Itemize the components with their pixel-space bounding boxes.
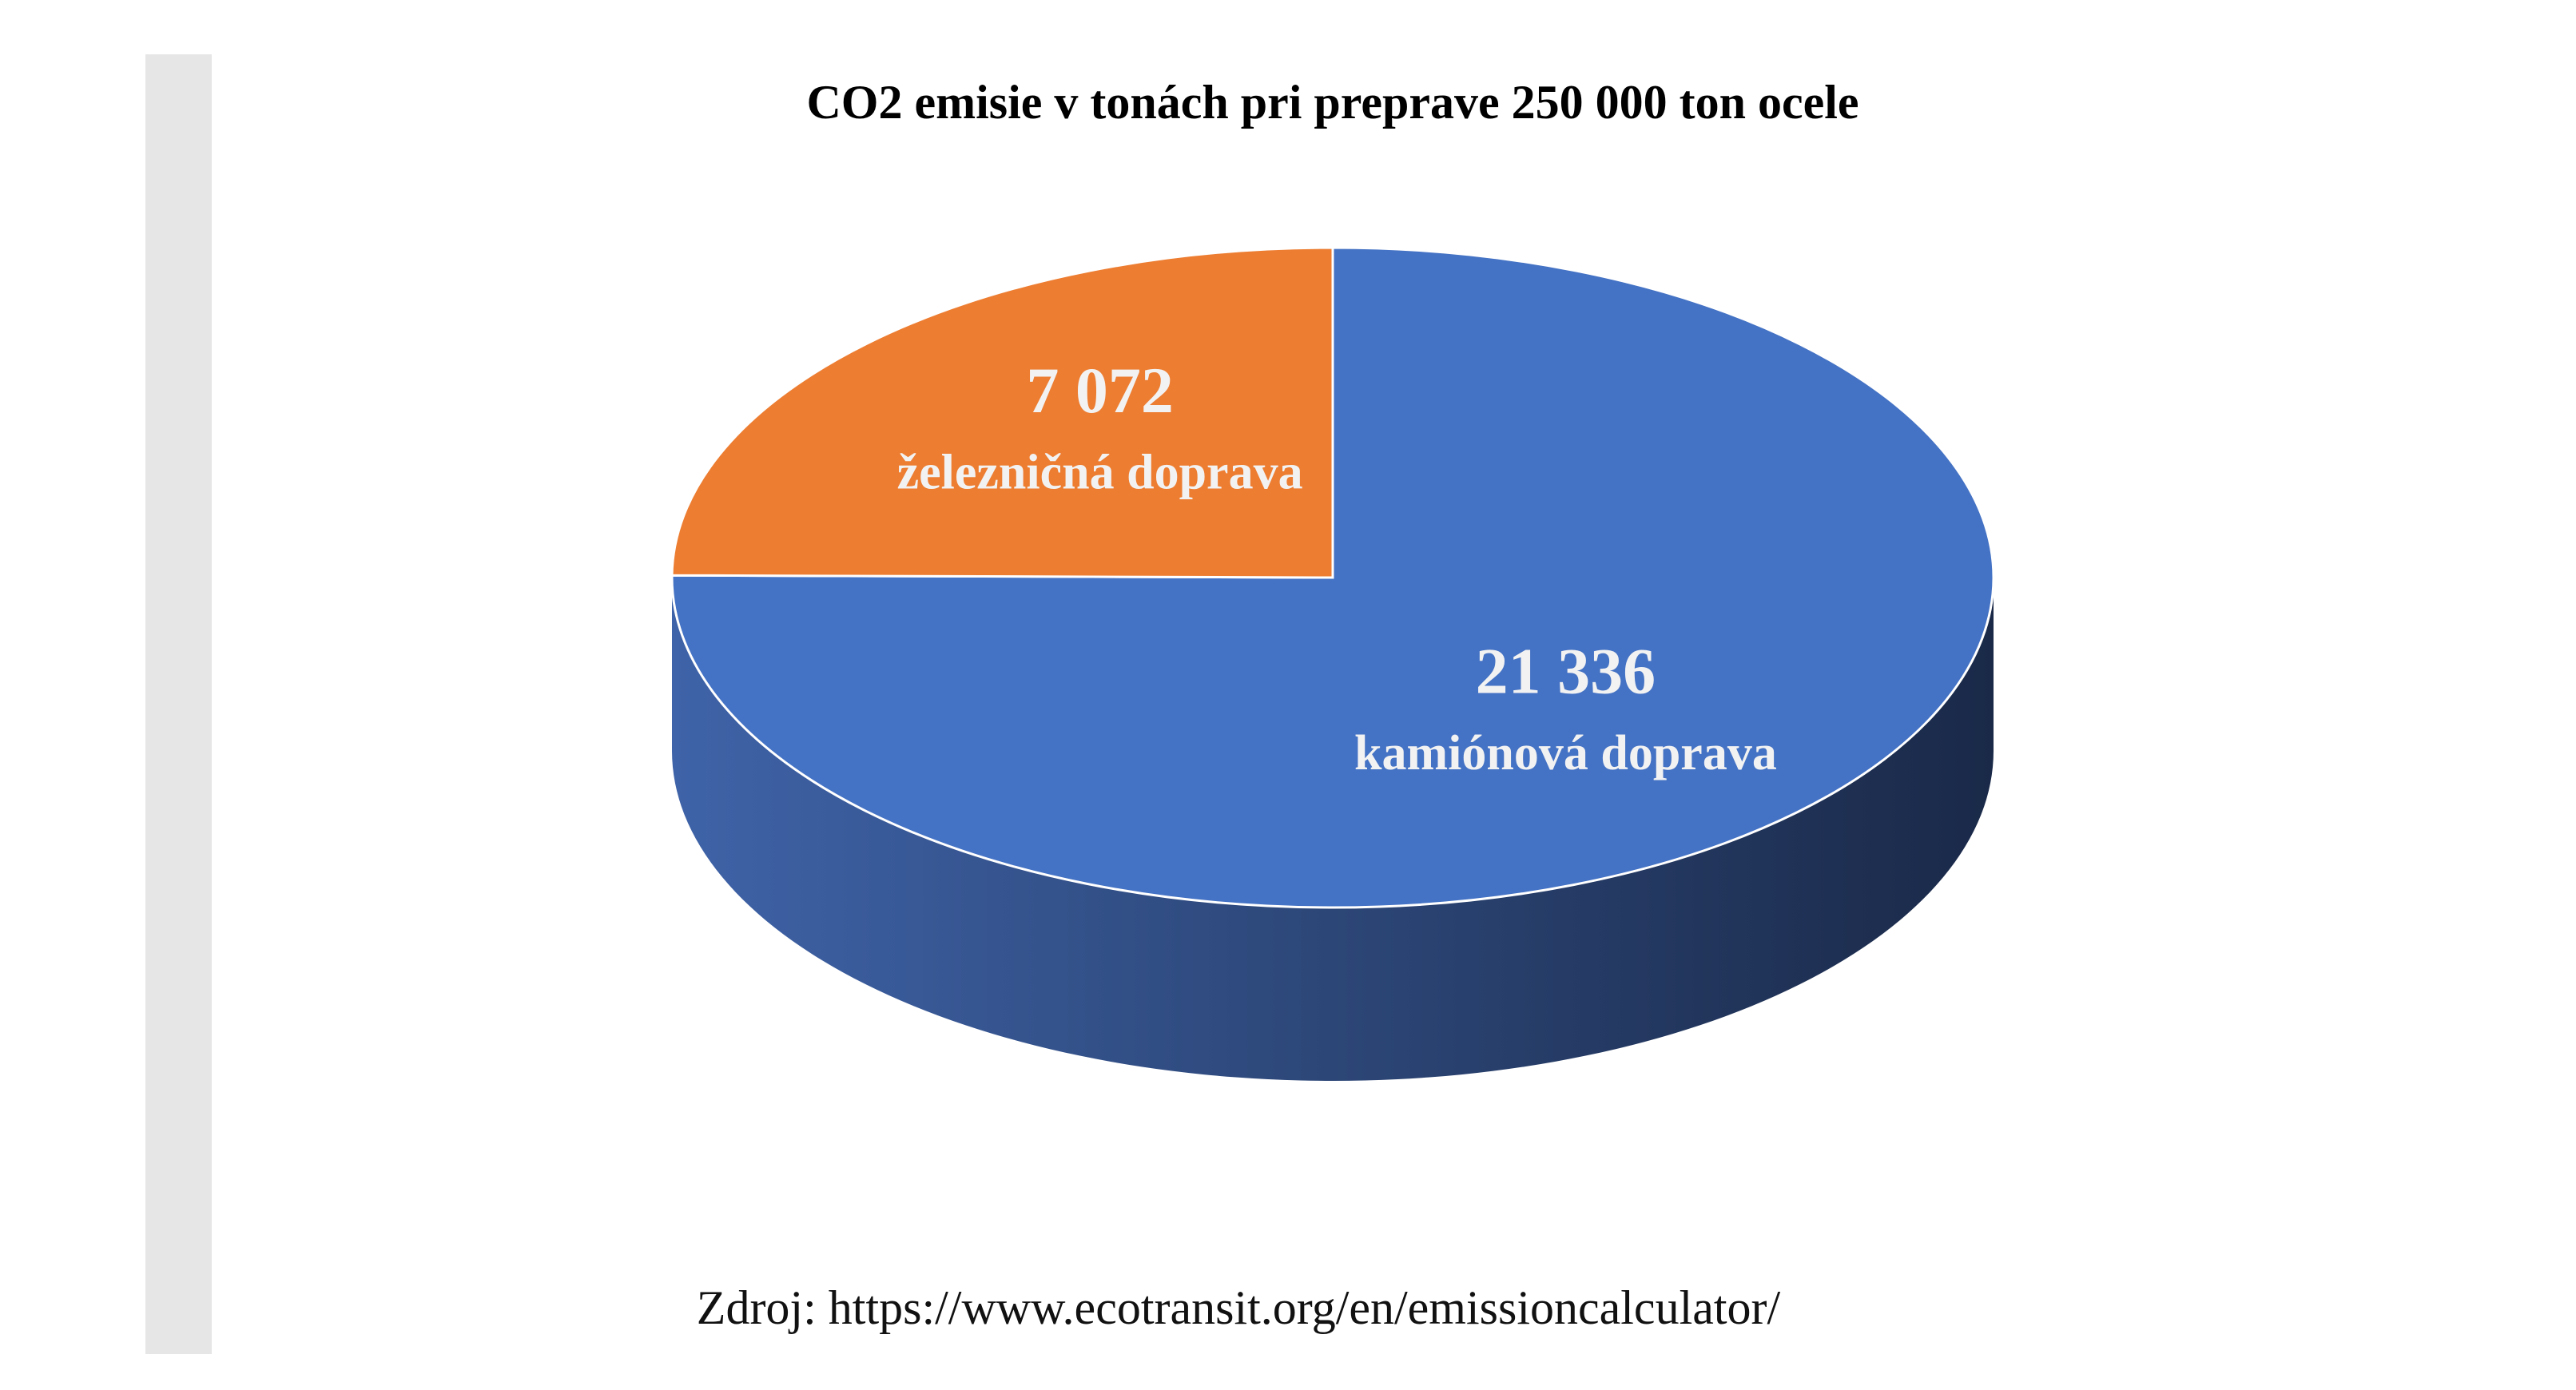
category-label: železničná doprava (897, 445, 1303, 499)
pie: 21 336 kamiónová doprava 7 072 železničná d… (670, 246, 1995, 1081)
chart-title: CO2 emisie v tonách pri preprave 250 000… (806, 76, 1858, 129)
side-bar (145, 54, 212, 1354)
pie-slice (670, 246, 1995, 909)
pie-slice (670, 246, 1334, 579)
value-label: 21 336 (1476, 635, 1656, 708)
category-label: kamiónová doprava (1354, 726, 1777, 780)
pie-side (672, 578, 1994, 1081)
value-label: 7 072 (1026, 354, 1174, 427)
source-note: Zdroj: https://www.ecotransit.org/en/emi… (697, 1281, 1781, 1334)
